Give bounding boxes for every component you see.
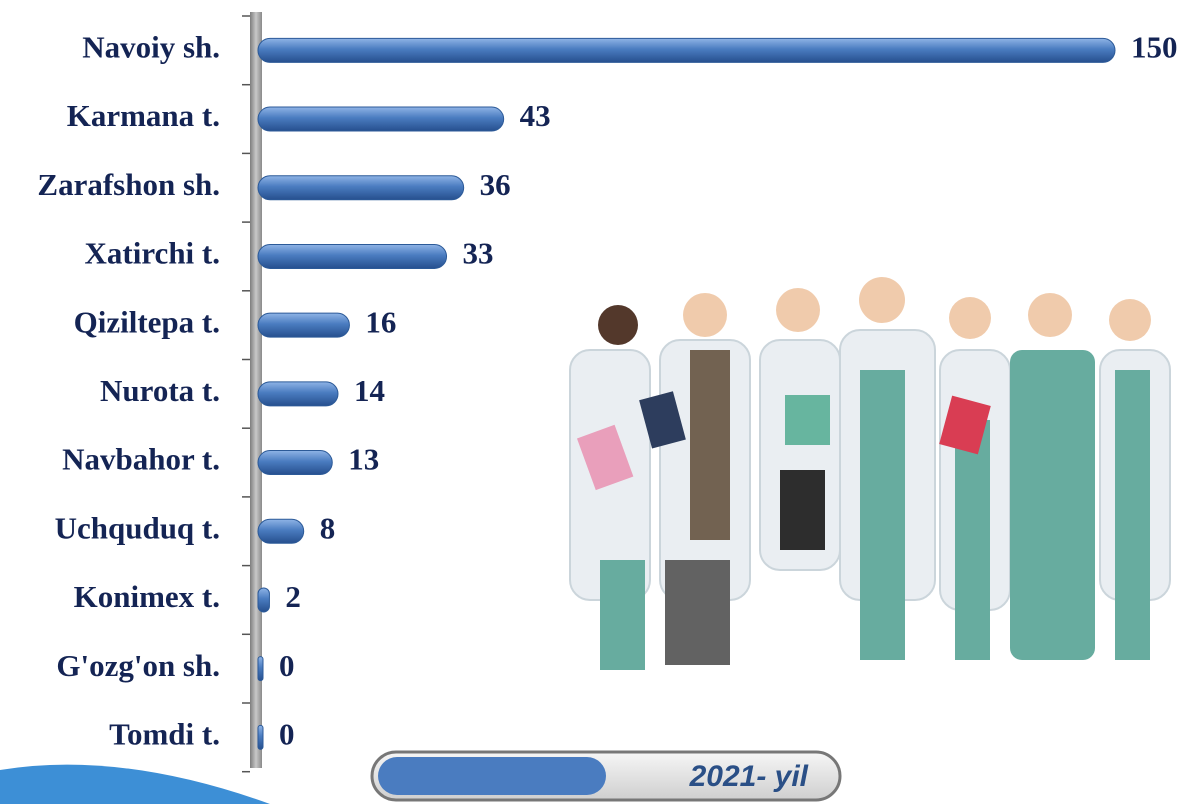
bar xyxy=(257,724,264,750)
value-label: 36 xyxy=(480,167,511,202)
value-label: 16 xyxy=(365,304,396,339)
y-tick-label: Zarafshon sh. xyxy=(37,167,220,202)
y-tick-label: Qiziltepa t. xyxy=(74,304,220,339)
y-tick-label: Xatirchi t. xyxy=(85,236,220,271)
bar xyxy=(257,656,264,682)
y-axis xyxy=(250,12,262,768)
y-tick-label: Nurota t. xyxy=(100,373,220,408)
value-label: 8 xyxy=(320,510,336,545)
bar xyxy=(257,381,339,407)
value-label: 13 xyxy=(348,442,379,477)
value-label: 14 xyxy=(354,373,385,408)
bar xyxy=(257,450,333,476)
bar xyxy=(257,37,1116,63)
value-label: 2 xyxy=(285,579,301,614)
bar xyxy=(257,106,505,132)
bar xyxy=(257,175,465,201)
bar xyxy=(257,518,305,544)
y-tick-label: Navbahor t. xyxy=(62,442,220,477)
legend-label: 2021- yil xyxy=(689,760,809,793)
y-tick-label: Karmana t. xyxy=(67,98,220,133)
legend: 2021- yil xyxy=(370,750,842,802)
y-tick-label: Uchquduq t. xyxy=(55,510,220,545)
y-tick-label: Tomdi t. xyxy=(109,716,220,751)
decor-swoosh xyxy=(0,764,270,804)
illustration xyxy=(569,277,1171,670)
value-label: 0 xyxy=(279,648,295,683)
legend-swatch xyxy=(378,757,606,795)
y-tick-label: Navoiy sh. xyxy=(82,29,220,64)
bar xyxy=(257,312,350,338)
value-label: 150 xyxy=(1131,29,1178,64)
value-label: 0 xyxy=(279,716,295,751)
value-label: 43 xyxy=(520,98,551,133)
y-tick-label: G'ozg'on sh. xyxy=(56,648,220,683)
value-label: 33 xyxy=(463,236,494,271)
y-tick-label: Konimex t. xyxy=(74,579,220,614)
bar xyxy=(257,243,448,269)
bar xyxy=(257,587,270,613)
